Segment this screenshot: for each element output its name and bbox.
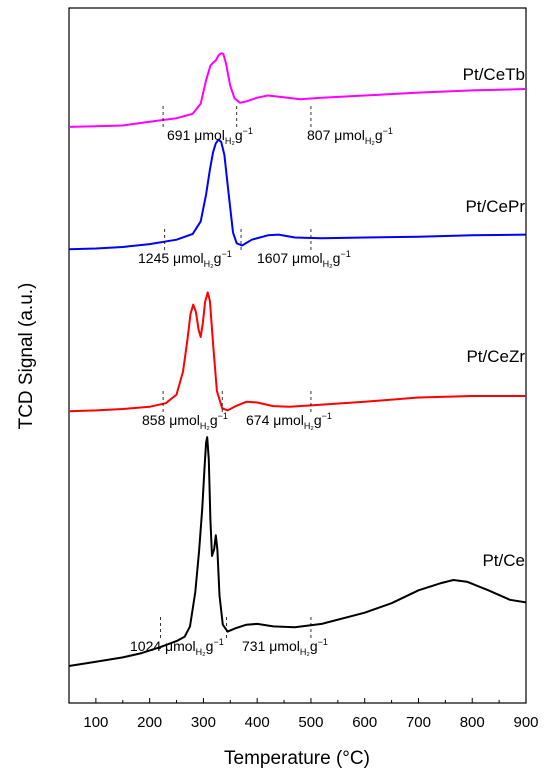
- uptake-annotation-2-0: 858 μmolH₂g−1: [142, 411, 228, 431]
- x-tick-label-400: 400: [245, 714, 270, 731]
- series-label-3: Pt/Ce: [482, 551, 525, 570]
- x-axis-ticks: 100 200 300 400 500 600 700 800 900: [68, 698, 539, 731]
- uptake-annotation-2-1: 674 μmolH₂g−1: [246, 411, 332, 431]
- uptake-annotation-3-1: 731 μmolH₂g−1: [242, 637, 328, 657]
- x-tick-label-800: 800: [460, 714, 485, 731]
- x-tick-label-700: 700: [406, 714, 431, 731]
- plot-frame: [68, 7, 527, 704]
- series-labels: Pt/CeTb Pt/CePr Pt/CeZr Pt/Ce: [463, 65, 526, 570]
- series-line-0: [68, 52, 527, 128]
- uptake-annotation-0-1: 807 μmolH₂g−1: [307, 126, 393, 146]
- series-line-2: [68, 291, 526, 413]
- x-tick-label-600: 600: [352, 714, 377, 731]
- uptake-annotation-1-1: 1607 μmolH₂g−1: [257, 249, 351, 269]
- y-axis-title: TCD Signal (a.u.): [16, 283, 37, 430]
- uptake-annotation-1-0: 1245 μmolH₂g−1: [138, 249, 232, 269]
- integration-markers: [159, 106, 312, 639]
- series-label-0: Pt/CeTb: [463, 65, 525, 84]
- uptake-annotation-3-0: 1024 μmolH₂g−1: [130, 637, 224, 657]
- series-label-1: Pt/CePr: [465, 197, 525, 216]
- x-tick-label-900: 900: [513, 714, 538, 731]
- uptake-annotations: 691 μmolH₂g−1 807 μmolH₂g−1 1245 μmolH₂g−1…: [130, 126, 393, 657]
- x-tick-label-100: 100: [83, 714, 108, 731]
- x-tick-label-200: 200: [137, 714, 162, 731]
- series-label-2: Pt/CeZr: [466, 347, 525, 366]
- x-tick-label-500: 500: [298, 714, 323, 731]
- x-tick-label-300: 300: [191, 714, 216, 731]
- series-line-3: [68, 436, 527, 667]
- x-axis-title: Temperature (°C): [224, 748, 370, 769]
- series-curves: [68, 52, 527, 667]
- series-line-1: [68, 138, 527, 251]
- uptake-annotation-0-0: 691 μmolH₂g−1: [167, 126, 253, 146]
